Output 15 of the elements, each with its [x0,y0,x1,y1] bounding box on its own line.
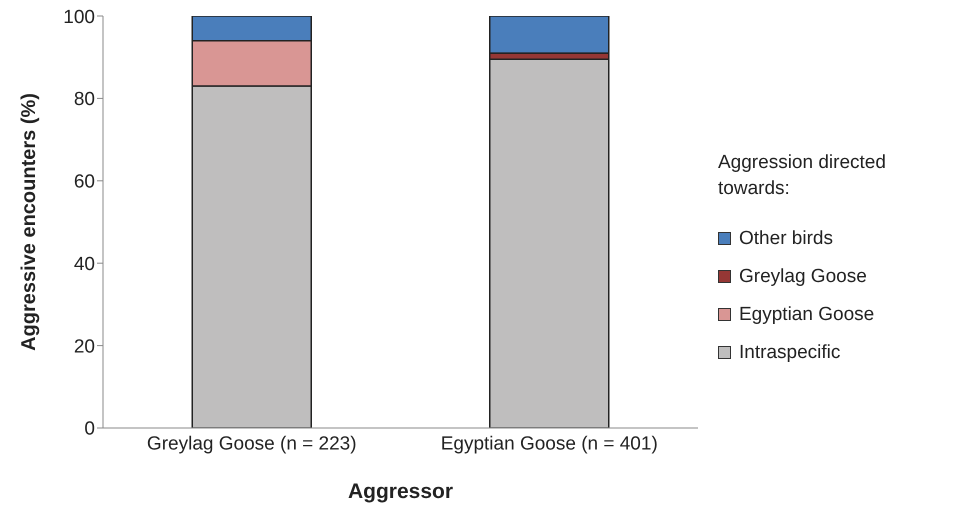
x-tick-label: Egyptian Goose (n = 401) [440,433,658,454]
y-tick-label: 80 [74,89,95,110]
legend-label: Intraspecific [739,342,840,364]
y-tick-label: 100 [63,6,95,28]
y-tick-label: 0 [84,418,95,440]
y-tick-label: 60 [74,172,95,193]
x-tick-label: Greylag Goose (n = 223) [146,433,357,454]
y-tick-label: 40 [74,254,95,275]
legend-label: Other birds [739,228,833,250]
legend-label: Greylag Goose [739,266,867,288]
legend-label: Egyptian Goose [739,304,874,326]
x-axis-title: Aggressor [348,480,454,503]
y-tick-label: 20 [74,336,95,358]
legend-title: Aggression directed towards: [718,150,887,200]
y-axis-title: Aggressive encounters (%) [18,93,40,351]
